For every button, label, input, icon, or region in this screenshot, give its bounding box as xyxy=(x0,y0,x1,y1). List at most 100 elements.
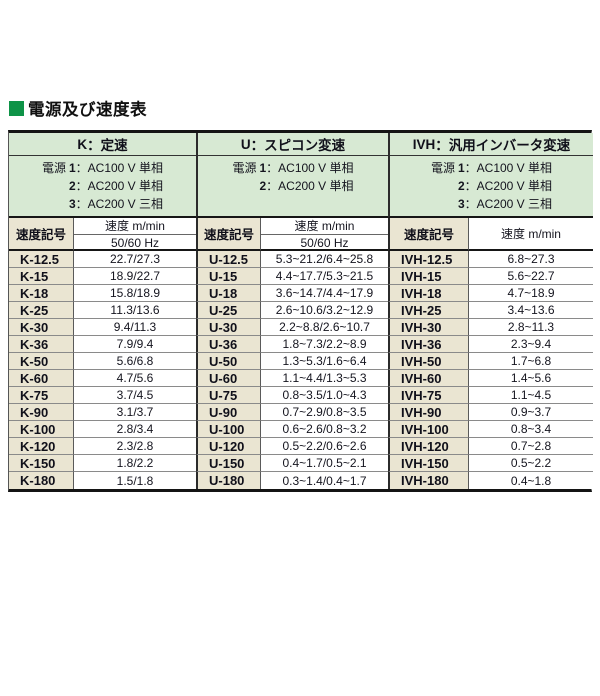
power-block: 電源 1：AC100 V 単相 2：AC200 V 単相 3：AC200 V 三相 xyxy=(42,159,163,213)
power-label: 電源 xyxy=(232,161,257,175)
speed-value-cell: 2.8/3.4 xyxy=(73,421,196,438)
speed-code-cell: K-18 xyxy=(9,285,73,302)
section-name-label: ：定速 xyxy=(87,138,128,153)
section-header-U: U ：スピコン変速 xyxy=(196,133,388,156)
speed-value-cell: 3.6~14.7/4.4~17.9 xyxy=(260,285,388,302)
page-title-text: 電源及び速度表 xyxy=(28,101,147,119)
speed-value-cell: 0.5~2.2/0.6~2.6 xyxy=(260,438,388,455)
speed-value-cell: 3.4~13.6 xyxy=(468,302,593,319)
speed-code-cell: K-150 xyxy=(9,455,73,472)
speed-code-cell: K-15 xyxy=(9,268,73,285)
speed-code-cell: U-180 xyxy=(196,472,260,489)
page-title: 電源及び速度表 xyxy=(9,96,600,120)
speed-code-cell: U-75 xyxy=(196,387,260,404)
speed-code-cell: IVH-36 xyxy=(388,336,468,353)
speed-value-cell: 0.5~2.2 xyxy=(468,455,593,472)
code-col-header-U: 速度記号 xyxy=(196,218,260,251)
section-name-label: ：汎用インバータ変速 xyxy=(435,138,571,153)
speed-value-cell: 2.8~11.3 xyxy=(468,319,593,336)
speed-col-header-U: 速度 m/min 50/60 Hz xyxy=(260,218,388,251)
section-name-label: ：スピコン変速 xyxy=(250,138,346,153)
speed-value-cell: 0.4~1.8 xyxy=(468,472,593,489)
section-code-label: U xyxy=(240,136,251,152)
speed-value-cell: 1.1~4.5 xyxy=(468,387,593,404)
speed-code-cell: U-120 xyxy=(196,438,260,455)
power-option-number: 3 xyxy=(457,197,465,211)
speed-code-cell: U-150 xyxy=(196,455,260,472)
speed-value-cell: 1.3~5.3/1.6~6.4 xyxy=(260,353,388,370)
speed-value-cell: 3.7/4.5 xyxy=(73,387,196,404)
section-header-K: K ：定速 xyxy=(9,133,196,156)
speed-code-cell: IVH-50 xyxy=(388,353,468,370)
speed-value-cell: 0.8~3.5/1.0~4.3 xyxy=(260,387,388,404)
power-label: 電源 xyxy=(41,161,66,175)
speed-value-cell: 18.9/22.7 xyxy=(73,268,196,285)
speed-value-cell: 2.3/2.8 xyxy=(73,438,196,455)
power-options: 1：AC100 V 単相 2：AC200 V 単相 3：AC200 V 三相 xyxy=(69,159,163,213)
power-option: 3：AC200 V 三相 xyxy=(69,195,163,213)
speed-code-cell: IVH-12.5 xyxy=(388,251,468,268)
speed-code-cell: U-100 xyxy=(196,421,260,438)
speed-value-cell: 1.8/2.2 xyxy=(73,455,196,472)
speed-code-cell: U-25 xyxy=(196,302,260,319)
speed-value-cell: 1.4~5.6 xyxy=(468,370,593,387)
speed-code-cell: K-36 xyxy=(9,336,73,353)
speed-value-cell: 15.8/18.9 xyxy=(73,285,196,302)
speed-code-cell: K-60 xyxy=(9,370,73,387)
code-col-header-IVH: 速度記号 xyxy=(388,218,468,251)
speed-value-cell: 2.6~10.6/3.2~12.9 xyxy=(260,302,388,319)
power-option-desc: ：AC200 V 単相 xyxy=(75,179,164,193)
section-header-IVH: IVH ：汎用インバータ変速 xyxy=(388,133,593,156)
speed-value-cell: 4.7/5.6 xyxy=(73,370,196,387)
speed-value-cell: 11.3/13.6 xyxy=(73,302,196,319)
speed-code-cell: U-36 xyxy=(196,336,260,353)
speed-code-cell: IVH-90 xyxy=(388,404,468,421)
speed-code-cell: U-15 xyxy=(196,268,260,285)
speed-unit-label: 速度 m/min xyxy=(261,218,388,235)
power-option-number: 2 xyxy=(259,179,267,193)
power-option-desc: ：AC100 V 単相 xyxy=(266,161,354,175)
power-option-desc: ：AC200 V 単相 xyxy=(464,179,553,193)
speed-value-cell: 5.6/6.8 xyxy=(73,353,196,370)
speed-code-cell: U-90 xyxy=(196,404,260,421)
speed-value-cell: 2.2~8.8/2.6~10.7 xyxy=(260,319,388,336)
speed-value-cell: 7.9/9.4 xyxy=(73,336,196,353)
speed-value-cell: 1.5/1.8 xyxy=(73,472,196,489)
speed-value-cell: 0.3~1.4/0.4~1.7 xyxy=(260,472,388,489)
speed-code-cell: IVH-30 xyxy=(388,319,468,336)
frequency-label: 50/60 Hz xyxy=(300,236,349,250)
power-options: 1：AC100 V 単相 2：AC200 V 単相 xyxy=(259,159,353,195)
power-option: 1：AC100 V 単相 xyxy=(458,159,552,177)
power-block: 電源 1：AC100 V 単相 2：AC200 V 単相 xyxy=(232,159,353,195)
power-block: 電源 1：AC100 V 単相 2：AC200 V 単相 3：AC200 V 三相 xyxy=(431,159,552,213)
power-speed-table: K ：定速 U ：スピコン変速 IVH ：汎用インバータ変速 電源 1：AC100 V 単相 2… xyxy=(8,130,593,492)
speed-code-cell: IVH-75 xyxy=(388,387,468,404)
speed-value-cell: 22.7/27.3 xyxy=(73,251,196,268)
power-cell-K: 電源 1：AC100 V 単相 2：AC200 V 単相 3：AC200 V 三相 xyxy=(9,156,196,218)
speed-value-cell: 9.4/11.3 xyxy=(73,319,196,336)
power-option-number: 2 xyxy=(68,179,76,193)
power-label: 電源 xyxy=(430,161,455,175)
speed-value-cell: 3.1/3.7 xyxy=(73,404,196,421)
power-option-desc: ：AC200 V 単相 xyxy=(266,179,354,193)
speed-code-cell: K-120 xyxy=(9,438,73,455)
power-option: 1：AC100 V 単相 xyxy=(259,159,353,177)
speed-code-cell: K-50 xyxy=(9,353,73,370)
speed-value-cell: 1.8~7.3/2.2~8.9 xyxy=(260,336,388,353)
speed-value-cell: 4.4~17.7/5.3~21.5 xyxy=(260,268,388,285)
speed-unit-label: 速度 m/min xyxy=(74,218,196,235)
speed-code-cell: IVH-150 xyxy=(388,455,468,472)
speed-value-cell: 2.3~9.4 xyxy=(468,336,593,353)
speed-code-cell: U-12.5 xyxy=(196,251,260,268)
power-cell-U: 電源 1：AC100 V 単相 2：AC200 V 単相 xyxy=(196,156,388,218)
speed-value-cell: 0.4~1.7/0.5~2.1 xyxy=(260,455,388,472)
power-cell-IVH: 電源 1：AC100 V 単相 2：AC200 V 単相 3：AC200 V 三相 xyxy=(388,156,593,218)
speed-value-cell: 5.6~22.7 xyxy=(468,268,593,285)
speed-value-cell: 0.7~2.9/0.8~3.5 xyxy=(260,404,388,421)
speed-code-cell: K-100 xyxy=(9,421,73,438)
speed-value-cell: 0.8~3.4 xyxy=(468,421,593,438)
power-option: 2：AC200 V 単相 xyxy=(458,177,552,195)
speed-col-header-IVH: 速度 m/min xyxy=(468,218,593,251)
section-code-label: IVH xyxy=(412,136,436,152)
speed-code-cell: U-50 xyxy=(196,353,260,370)
